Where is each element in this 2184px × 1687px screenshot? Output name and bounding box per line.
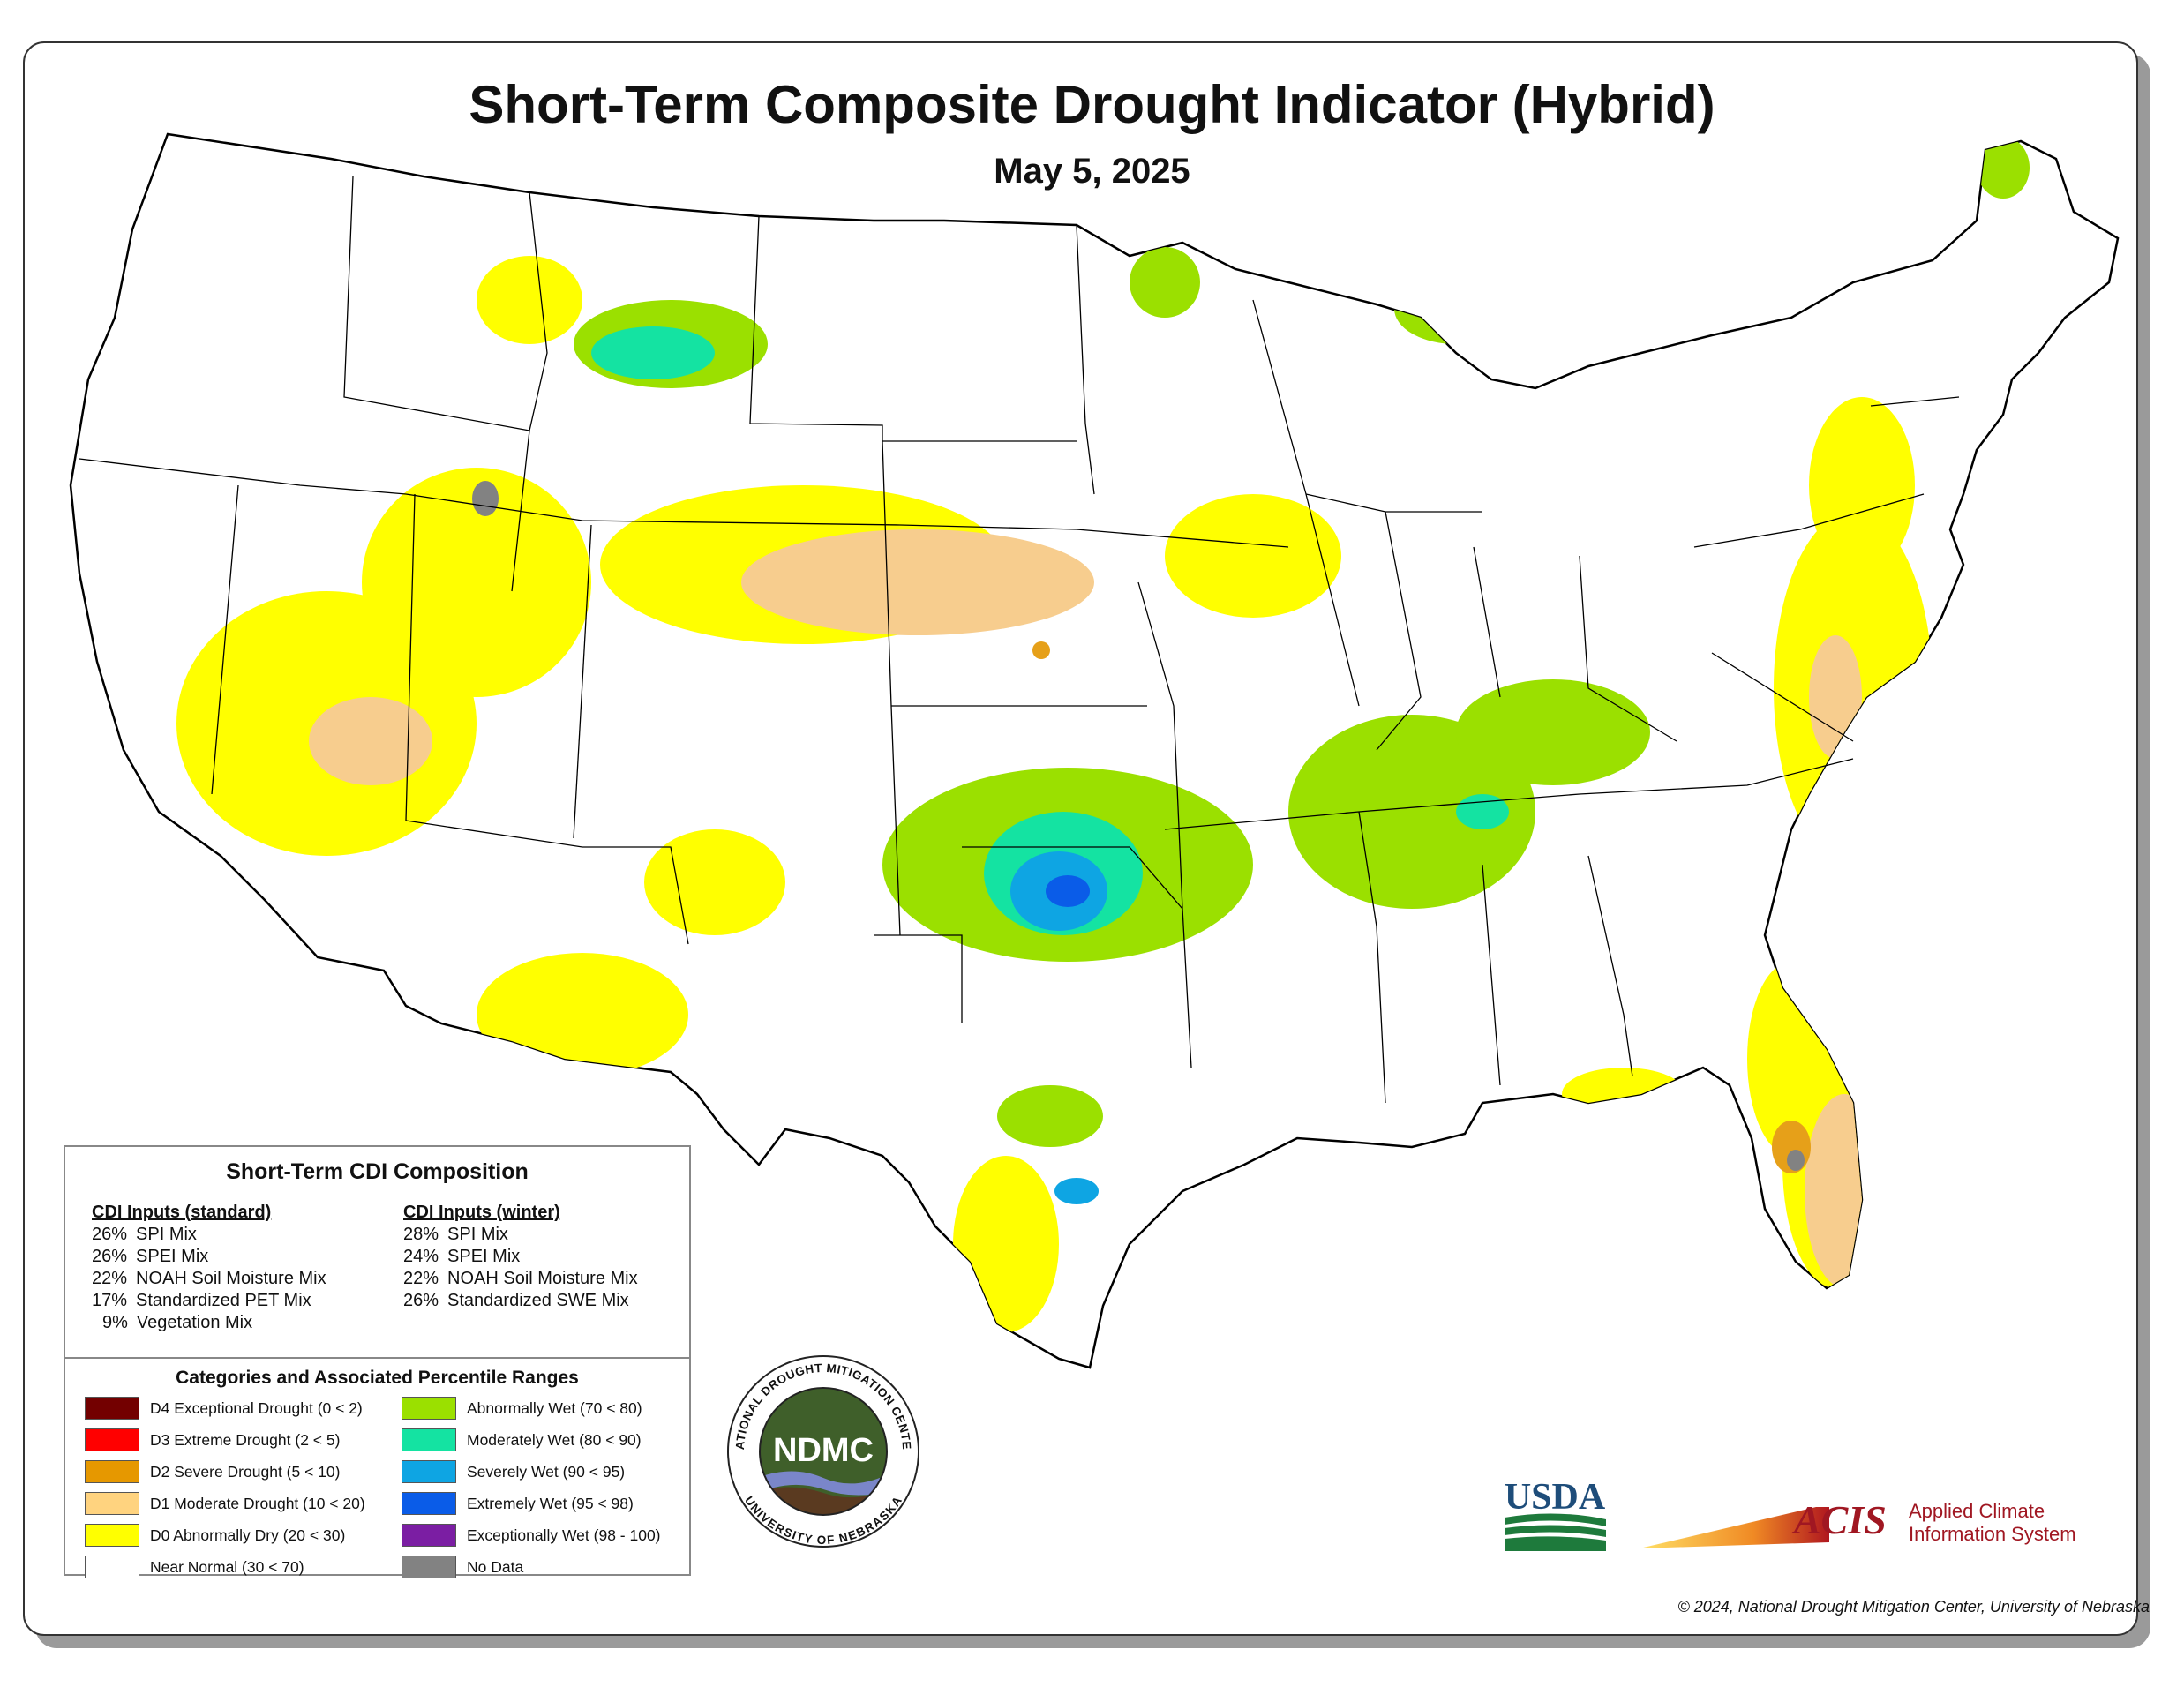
legend-swatch xyxy=(85,1397,139,1420)
legend-item-exceptionally-wet: Exceptionally Wet (98 - 100) xyxy=(402,1524,661,1547)
ndmc-center-text: NDMC xyxy=(773,1432,874,1469)
winter-inputs-column: CDI Inputs (winter) 28% SPI Mix 24% SPEI M… xyxy=(403,1202,638,1312)
usda-text: USDA xyxy=(1505,1477,1606,1518)
legend-item-near-normal: Near Normal (30 < 70) xyxy=(85,1556,304,1578)
winter-inputs-heading: CDI Inputs (winter) xyxy=(403,1203,560,1222)
legend-item-severely-wet: Severely Wet (90 < 95) xyxy=(402,1460,625,1483)
winter-input-row: 28% SPI Mix xyxy=(403,1225,508,1244)
composition-heading: Short-Term CDI Composition xyxy=(226,1159,529,1184)
legend-item-d4: D4 Exceptional Drought (0 < 2) xyxy=(85,1397,363,1420)
acis-mark: ACIS xyxy=(1791,1497,1887,1542)
winter-input-row: 26% Standardized SWE Mix xyxy=(403,1291,629,1310)
categories-heading: Categories and Associated Percentile Ran… xyxy=(176,1368,579,1388)
categories-legend: Categories and Associated Percentile Ran… xyxy=(64,1357,691,1578)
wet-region xyxy=(1130,247,1200,318)
d0-region xyxy=(1809,397,1915,574)
acis-line1: Applied Climate xyxy=(1909,1500,2045,1522)
no-data-region xyxy=(1787,1150,1805,1171)
legend-swatch xyxy=(402,1428,456,1451)
legend-item-no-data: No Data xyxy=(402,1556,523,1578)
d1-region xyxy=(1805,1094,1884,1288)
wet-region xyxy=(1977,137,2030,199)
state-boundaries xyxy=(79,176,1960,1104)
legend-swatch xyxy=(402,1524,456,1547)
d0-region xyxy=(644,829,785,935)
standard-input-row: 26% SPEI Mix xyxy=(92,1247,209,1266)
legend-swatch xyxy=(402,1556,456,1578)
legend-swatch xyxy=(402,1492,456,1515)
standard-input-row: 17% Standardized PET Mix xyxy=(92,1291,311,1310)
acis-line2: Information System xyxy=(1909,1523,2076,1545)
d1-region xyxy=(1809,635,1862,759)
no-data-region xyxy=(1127,212,1141,229)
legend-item-moderately-wet: Moderately Wet (80 < 90) xyxy=(402,1428,642,1451)
legend-swatch xyxy=(85,1556,139,1578)
ndmc-logo: NDMC NATIONAL DROUGHT MITIGATION CENTER … xyxy=(722,1350,919,1548)
wet-region xyxy=(1394,274,1518,344)
wet-region xyxy=(1456,679,1650,785)
usda-logo: USDA xyxy=(1505,1477,1606,1551)
legend-item-d1: D1 Moderate Drought (10 < 20) xyxy=(85,1492,365,1515)
legend-item-abnormally-wet: Abnormally Wet (70 < 80) xyxy=(402,1397,642,1420)
cdi-composition-panel: Short-Term CDI Composition CDI Inputs (s… xyxy=(64,1145,691,1359)
legend-swatch xyxy=(402,1397,456,1420)
legend-swatch xyxy=(85,1460,139,1483)
map-date: May 5, 2025 xyxy=(994,152,1190,191)
d0-region xyxy=(477,256,582,344)
legend-swatch xyxy=(85,1492,139,1515)
d1-region xyxy=(741,529,1094,635)
legend-item-extremely-wet: Extremely Wet (95 < 98) xyxy=(402,1492,634,1515)
winter-input-row: 22% NOAH Soil Moisture Mix xyxy=(403,1269,638,1288)
moderately-wet-region xyxy=(591,326,715,379)
d0-region xyxy=(362,468,591,697)
winter-input-row: 24% SPEI Mix xyxy=(403,1247,521,1266)
moderately-wet-region xyxy=(1456,794,1509,829)
standard-inputs-heading: CDI Inputs (standard) xyxy=(92,1203,272,1222)
legend-item-d2: D2 Severe Drought (5 < 10) xyxy=(85,1460,340,1483)
legend-item-d0: D0 Abnormally Dry (20 < 30) xyxy=(85,1524,345,1547)
extremely-wet-region xyxy=(1046,875,1090,907)
standard-inputs-column: CDI Inputs (standard) 26% SPI Mix 26% SPEI… xyxy=(92,1202,326,1334)
copyright: © 2024, National Drought Mitigation Cent… xyxy=(1677,1598,2150,1616)
severely-wet-region xyxy=(1054,1178,1099,1204)
d0-region xyxy=(477,953,688,1076)
no-data-region xyxy=(472,481,499,516)
standard-input-row: 22% NOAH Soil Moisture Mix xyxy=(92,1269,326,1288)
legend-item-d3: D3 Extreme Drought (2 < 5) xyxy=(85,1428,340,1451)
d1-region xyxy=(309,697,432,785)
d2-region xyxy=(1032,641,1050,659)
map-title: Short-Term Composite Drought Indicator (… xyxy=(469,75,1715,134)
drought-map xyxy=(69,132,2120,1369)
legend-swatch xyxy=(402,1460,456,1483)
wet-region xyxy=(1288,715,1535,909)
d0-region xyxy=(1165,494,1341,618)
d0-region xyxy=(953,1156,1059,1332)
acis-logo: ACIS Applied Climate Information System xyxy=(1640,1497,2076,1548)
legend-swatch xyxy=(85,1428,139,1451)
standard-input-row: 26% SPI Mix xyxy=(92,1225,197,1244)
standard-input-row: 9% Vegetation Mix xyxy=(102,1313,253,1332)
wet-region xyxy=(997,1085,1103,1147)
d0-region xyxy=(1562,1068,1685,1121)
legend-swatch xyxy=(85,1524,139,1547)
